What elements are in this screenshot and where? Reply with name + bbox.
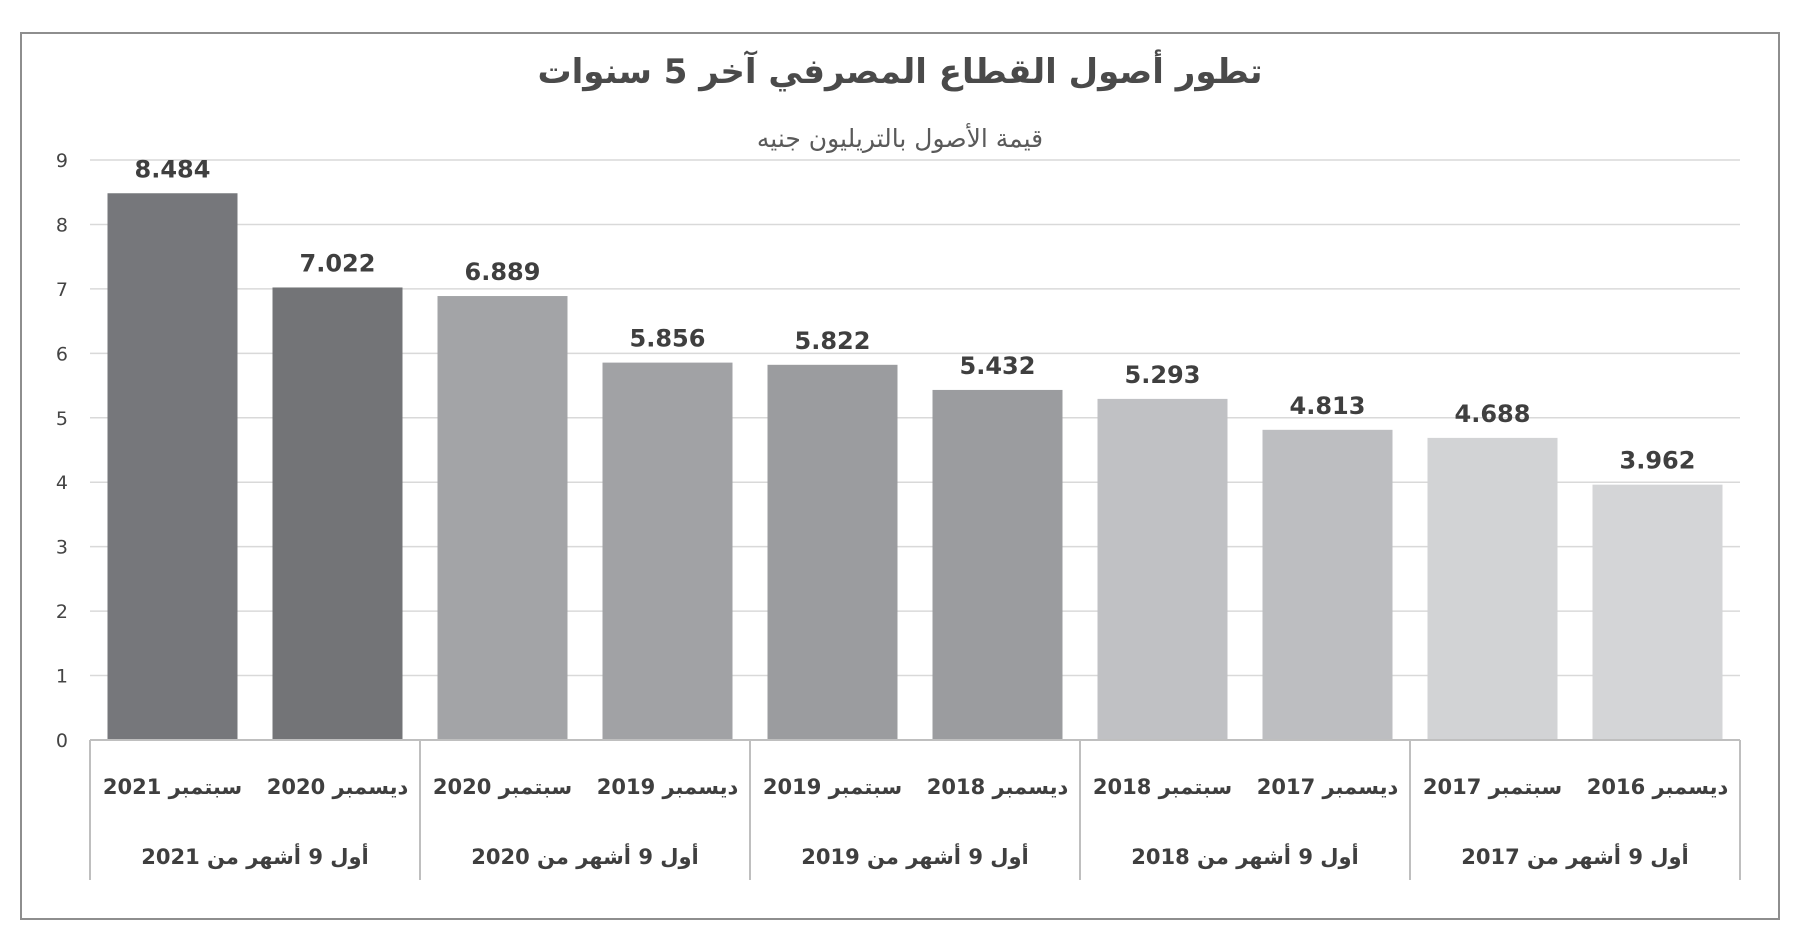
y-tick-label: 7 <box>56 279 68 301</box>
bar <box>272 287 403 740</box>
chart-title: تطور أصول القطاع المصرفي آخر 5 سنوات <box>537 52 1263 92</box>
group-label: أول 9 أشهر من 2018 <box>1131 842 1358 869</box>
bar <box>602 362 733 740</box>
bar-value-label: 5.856 <box>630 325 706 353</box>
y-tick-label: 3 <box>56 537 68 559</box>
bar <box>107 193 238 741</box>
bar-value-label: 8.484 <box>135 155 211 183</box>
bar <box>1097 398 1228 740</box>
group-label: أول 9 أشهر من 2017 <box>1461 842 1688 869</box>
group-label: أول 9 أشهر من 2021 <box>141 842 368 869</box>
bar-value-label: 5.822 <box>795 327 871 355</box>
bar-value-label: 6.889 <box>465 258 541 286</box>
category-label: ديسمبر 2018 <box>927 775 1069 799</box>
y-tick-label: 6 <box>56 343 68 365</box>
bar <box>932 389 1063 740</box>
y-tick-label: 4 <box>56 472 68 494</box>
y-tick-label: 0 <box>56 730 68 752</box>
category-label: ديسمبر 2020 <box>267 775 409 799</box>
y-tick-label: 8 <box>56 214 68 236</box>
bar <box>437 296 568 740</box>
category-label: سبتمبر 2019 <box>763 775 902 799</box>
bar-value-label: 5.293 <box>1125 361 1201 389</box>
group-label: أول 9 أشهر من 2019 <box>801 842 1028 869</box>
category-label: ديسمبر 2017 <box>1257 775 1399 799</box>
bar-value-label: 4.813 <box>1290 392 1366 420</box>
bar-value-label: 5.432 <box>960 352 1036 380</box>
category-label: سبتمبر 2021 <box>103 775 242 799</box>
bar <box>1427 437 1558 740</box>
bar <box>767 364 898 740</box>
category-label: ديسمبر 2016 <box>1587 775 1729 799</box>
bar-value-label: 3.962 <box>1620 447 1696 475</box>
bar <box>1262 429 1393 740</box>
bar <box>1592 484 1723 740</box>
y-tick-label: 5 <box>56 408 68 430</box>
category-label: سبتمبر 2020 <box>433 775 572 799</box>
category-label: سبتمبر 2018 <box>1093 775 1232 799</box>
y-tick-label: 9 <box>56 150 68 172</box>
chart-subtitle: قيمة الأصول بالتريليون جنيه <box>756 124 1044 153</box>
category-label: سبتمبر 2017 <box>1423 775 1562 799</box>
bar-value-label: 4.688 <box>1455 400 1531 428</box>
y-tick-label: 1 <box>56 666 68 688</box>
category-label: ديسمبر 2019 <box>597 775 739 799</box>
bar-value-label: 7.022 <box>300 249 376 277</box>
y-tick-label: 2 <box>56 601 68 623</box>
group-label: أول 9 أشهر من 2020 <box>471 842 698 869</box>
